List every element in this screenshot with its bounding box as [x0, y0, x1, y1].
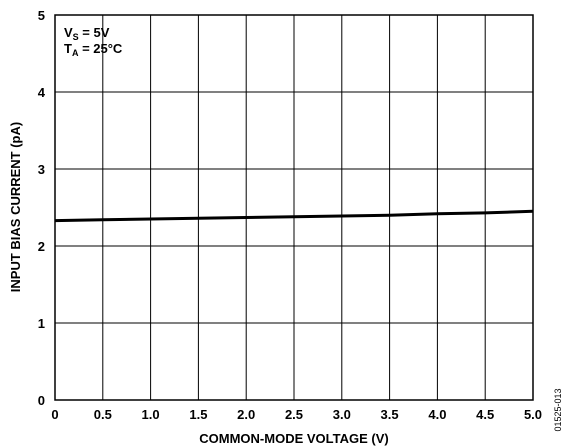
y-tick-label: 1 — [38, 316, 45, 331]
x-tick-labels: 0 0.5 1.0 1.5 2.0 2.5 3.0 3.5 4.0 4.5 5.0 — [51, 407, 542, 422]
y-tick-label: 3 — [38, 162, 45, 177]
supply-voltage-annotation: VS = 5V — [64, 25, 110, 42]
x-tick-label: 4.0 — [428, 407, 446, 422]
x-axis-label: COMMON-MODE VOLTAGE (V) — [199, 431, 388, 446]
y-tick-label: 5 — [38, 8, 45, 23]
grid-lines — [55, 15, 533, 400]
y-axis-label: INPUT BIAS CURRENT (pA) — [8, 122, 23, 292]
y-tick-labels: 0 1 2 3 4 5 — [38, 8, 46, 408]
x-tick-label: 4.5 — [476, 407, 494, 422]
y-tick-label: 0 — [38, 393, 45, 408]
plot-frame — [54, 14, 534, 401]
x-tick-label: 5.0 — [524, 407, 542, 422]
x-tick-label: 3.5 — [381, 407, 399, 422]
x-tick-label: 1.5 — [189, 407, 207, 422]
figure-id: 01525-013 — [553, 388, 563, 431]
x-tick-label: 0 — [51, 407, 58, 422]
x-tick-label: 2.0 — [237, 407, 255, 422]
y-tick-label: 4 — [38, 85, 46, 100]
x-tick-label: 2.5 — [285, 407, 303, 422]
y-tick-label: 2 — [38, 239, 45, 254]
x-tick-label: 3.0 — [333, 407, 351, 422]
conditions-annotation: VS = 5V TA = 25°C — [64, 25, 123, 58]
temperature-annotation: TA = 25°C — [64, 41, 123, 58]
series-line — [54, 209, 534, 223]
x-tick-label: 0.5 — [94, 407, 112, 422]
x-tick-label: 1.0 — [142, 407, 160, 422]
